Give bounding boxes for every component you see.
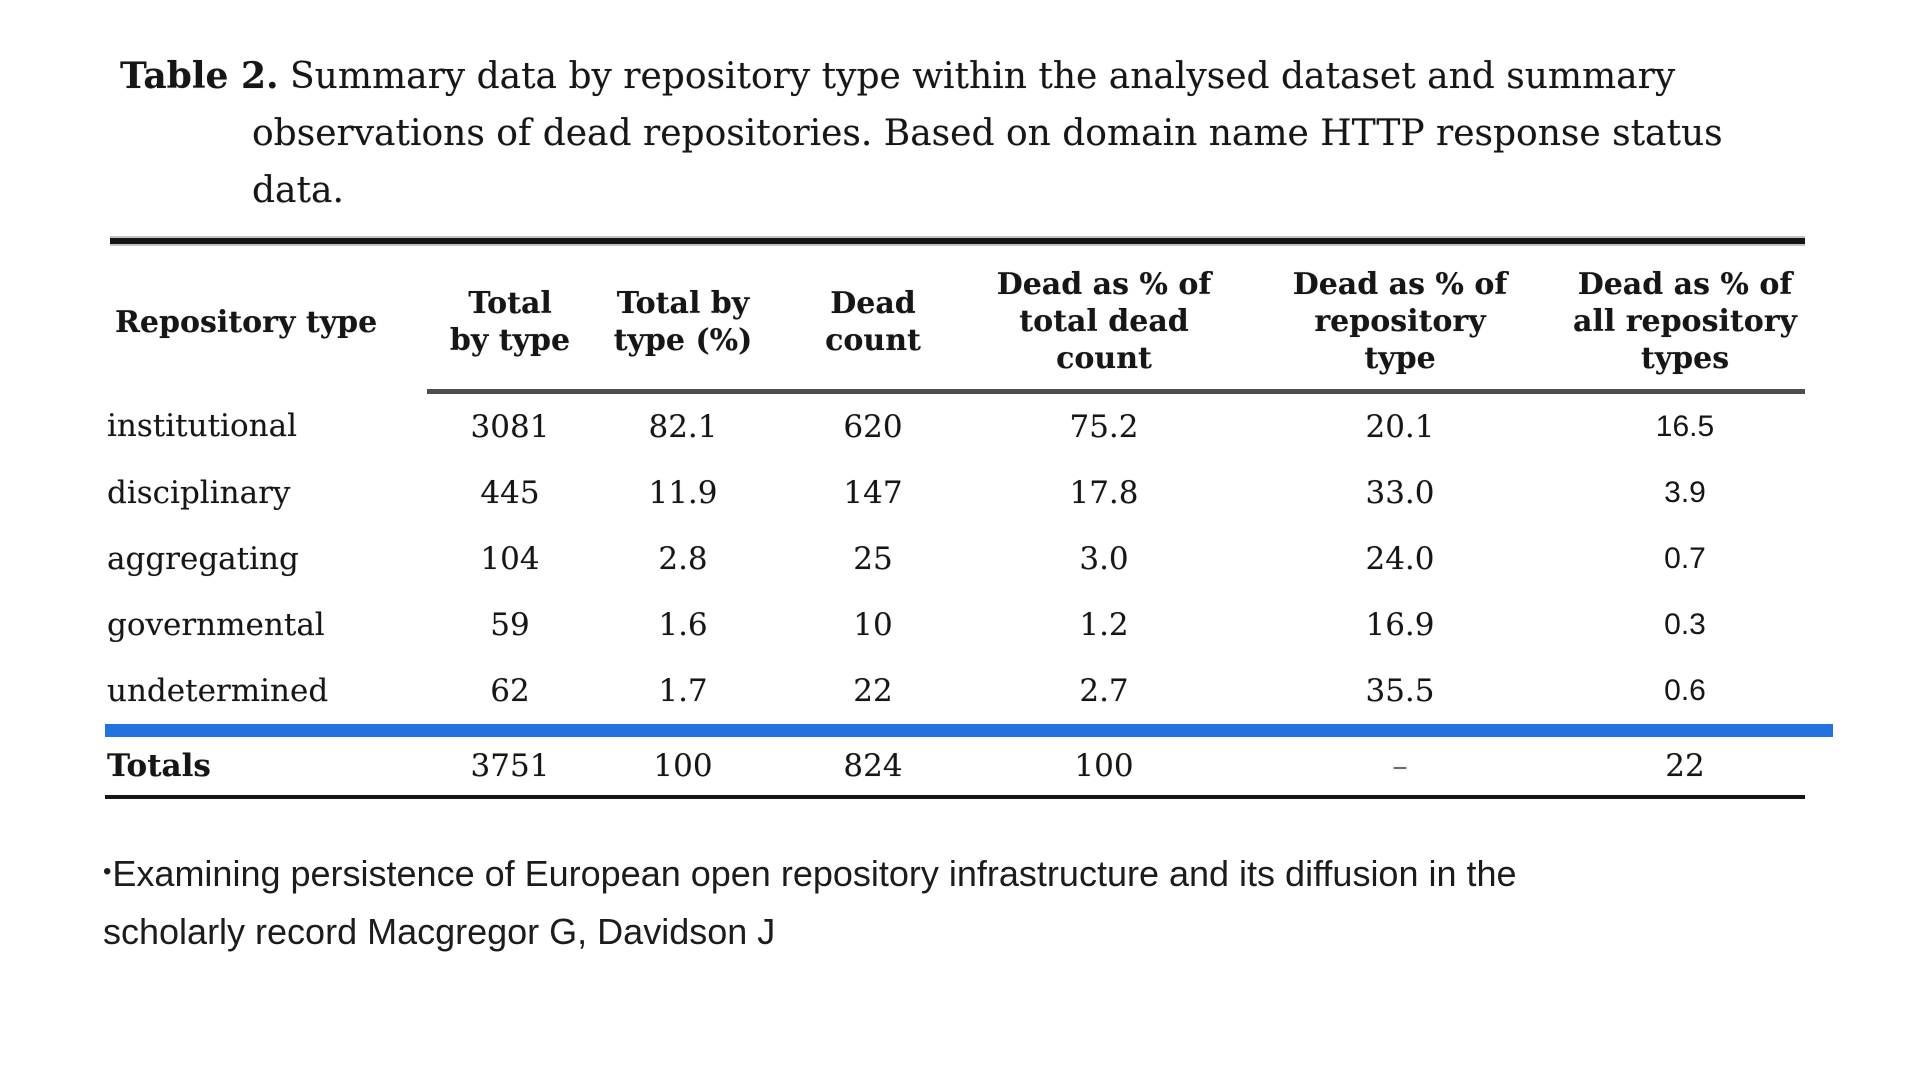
table-cell: 0.6 (1664, 674, 1706, 707)
table-cell: 100 (973, 737, 1235, 799)
table-cell: 2.8 (658, 541, 708, 577)
table-cell: 3.9 (1664, 476, 1706, 509)
table-row: disciplinary 445 11.9 147 17.8 33.0 3.9 (105, 460, 1805, 526)
caption-line-3: data. (252, 170, 344, 211)
table-cell: 1.7 (658, 673, 708, 709)
table-cell: 1.2 (1079, 607, 1129, 643)
column-header: Total by type (%) (593, 246, 773, 394)
table-cell: 10 (853, 607, 893, 643)
table-cell: 0.7 (1664, 542, 1706, 575)
column-header: Dead count (773, 246, 973, 394)
table-cell: 147 (843, 475, 903, 511)
table-cell: 35.5 (1365, 673, 1435, 709)
table-cell: 620 (843, 409, 903, 445)
table-cell: 3751 (427, 737, 593, 799)
table-cell: 1.6 (658, 607, 708, 643)
table-cell: 445 (480, 475, 540, 511)
table-cell: 75.2 (1069, 409, 1139, 445)
table-container: Repository type Total by type Total by type … (105, 236, 1833, 799)
citation-title: Examining persistence of European open r… (112, 853, 1517, 894)
table-cell: 62 (490, 673, 530, 709)
table-cell: 16.5 (1655, 410, 1715, 443)
bullet-icon: • (103, 858, 112, 885)
table-cell: 24.0 (1365, 541, 1435, 577)
table-cell: 3.0 (1079, 541, 1129, 577)
table-cell: 82.1 (648, 409, 718, 445)
table-cell: 3081 (470, 409, 550, 445)
header-row: Repository type Total by type Total by type … (105, 246, 1805, 394)
totals-divider-row (105, 724, 1833, 737)
table-cell: 16.9 (1365, 607, 1435, 643)
citation-line-2: scholarly record Macgregor G, Davidson J (103, 911, 776, 952)
table-row: governmental 59 1.6 10 1.2 16.9 0.3 (105, 592, 1805, 658)
table-row: institutional 3081 82.1 620 75.2 20.1 16.5 (105, 392, 1805, 461)
caption-line-1: Table 2. Summary data by repository type… (120, 48, 1723, 105)
table-top-rule (110, 236, 1805, 246)
column-header: Dead as % of all repository types (1565, 246, 1805, 394)
table-cell: governmental (107, 607, 325, 643)
table-cell: 824 (773, 737, 973, 799)
caption-line-2: observations of dead repositories. Based… (252, 113, 1723, 154)
table-cell: institutional (107, 407, 297, 444)
table-cell: 33.0 (1365, 475, 1435, 511)
column-header: Dead as % of total dead count (973, 246, 1235, 394)
table-caption: Table 2. Summary data by repository type… (120, 48, 1723, 219)
table-row: undetermined 62 1.7 22 2.7 35.5 0.6 (105, 658, 1805, 724)
table-cell: 25 (853, 541, 893, 577)
table-cell: 20.1 (1365, 409, 1435, 445)
table-cell: 22 (853, 673, 893, 709)
table-cell: undetermined (107, 673, 329, 709)
column-header: Repository type (115, 305, 378, 341)
table-cell: disciplinary (107, 475, 291, 511)
summary-table: Repository type Total by type Total by type … (105, 246, 1833, 799)
column-header: Dead as % of repository type (1235, 246, 1565, 394)
caption-label: Table 2. (120, 55, 279, 97)
table-cell: 17.8 (1069, 475, 1139, 511)
caption-text: Summary data by repository type within t… (290, 56, 1676, 97)
totals-row: Totals 3751 100 824 100–22 (105, 737, 1805, 799)
citation-line-1: •Examining persistence of European open … (103, 843, 1517, 903)
table-cell: 2.7 (1079, 673, 1129, 709)
table-cell (105, 724, 1833, 737)
table-cell: 11.9 (648, 475, 718, 511)
table-cell: aggregating (107, 541, 299, 577)
table-cell: 22 (1565, 737, 1805, 799)
table-cell: Totals (105, 737, 427, 799)
table-cell: 104 (480, 541, 540, 577)
table-row: aggregating 104 2.8 25 3.0 24.0 0.7 (105, 526, 1805, 592)
totals-divider-bar (105, 724, 1833, 737)
table-cell: 0.3 (1664, 608, 1706, 641)
citation-text: •Examining persistence of European open … (103, 843, 1517, 961)
table-cell: 100 (593, 737, 773, 799)
table-cell: 59 (490, 607, 530, 643)
table-cell: – (1235, 737, 1565, 799)
column-header: Total by type (427, 246, 593, 394)
